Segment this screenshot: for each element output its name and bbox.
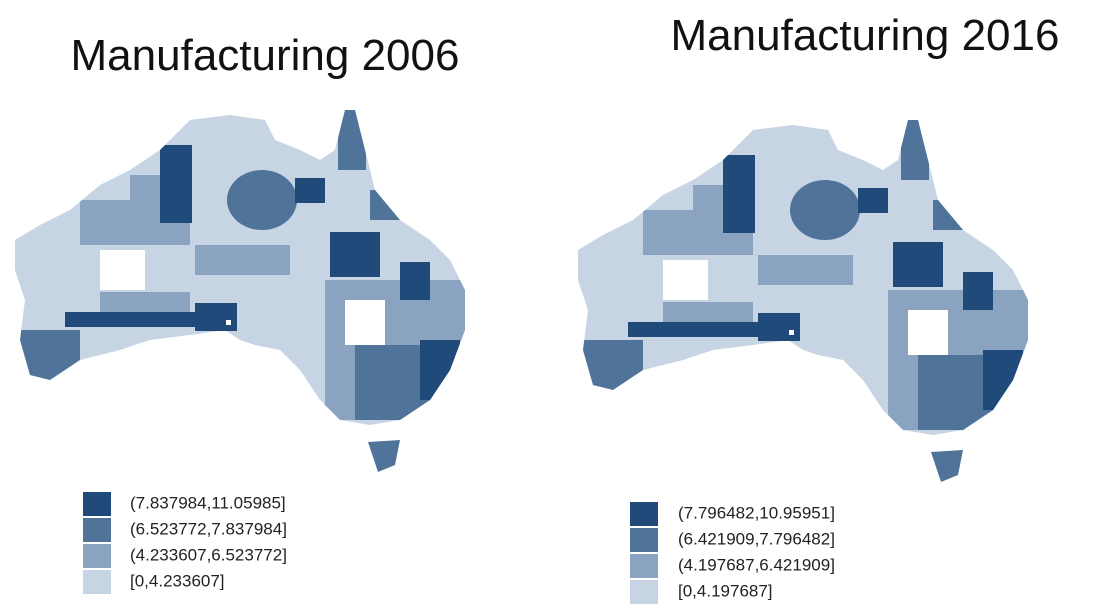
legend-swatch <box>83 492 111 516</box>
legend-label: (6.523772,7.837984] <box>130 519 287 538</box>
map-shape <box>563 110 1043 482</box>
map-title: Manufacturing 2016 <box>671 11 1060 60</box>
map-title: Manufacturing 2006 <box>71 31 460 80</box>
legend-swatch <box>630 528 658 552</box>
legend-label: [0,4.197687] <box>678 581 773 600</box>
legend-swatch <box>630 580 658 604</box>
legend-label: (7.796482,10.95951] <box>678 503 835 522</box>
map: Manufacturing 2016 (7.796482,10.95951] (6… <box>563 11 1059 604</box>
legend-label: (4.197687,6.421909] <box>678 555 835 574</box>
legend-swatch <box>83 544 111 568</box>
legend-label: (7.837984,11.05985] <box>130 493 286 512</box>
legend-label: (4.233607,6.523772] <box>130 545 287 564</box>
map-shape <box>0 100 480 472</box>
legend-swatch <box>630 502 658 526</box>
map: Manufacturing 2006 (7.837984,11.05985] (6… <box>0 31 480 594</box>
legend-swatch <box>630 554 658 578</box>
legend-label: [0,4.233607] <box>130 571 225 590</box>
legend-swatch <box>83 518 111 542</box>
legend-swatch <box>83 570 111 594</box>
legend-label: (6.421909,7.796482] <box>678 529 835 548</box>
